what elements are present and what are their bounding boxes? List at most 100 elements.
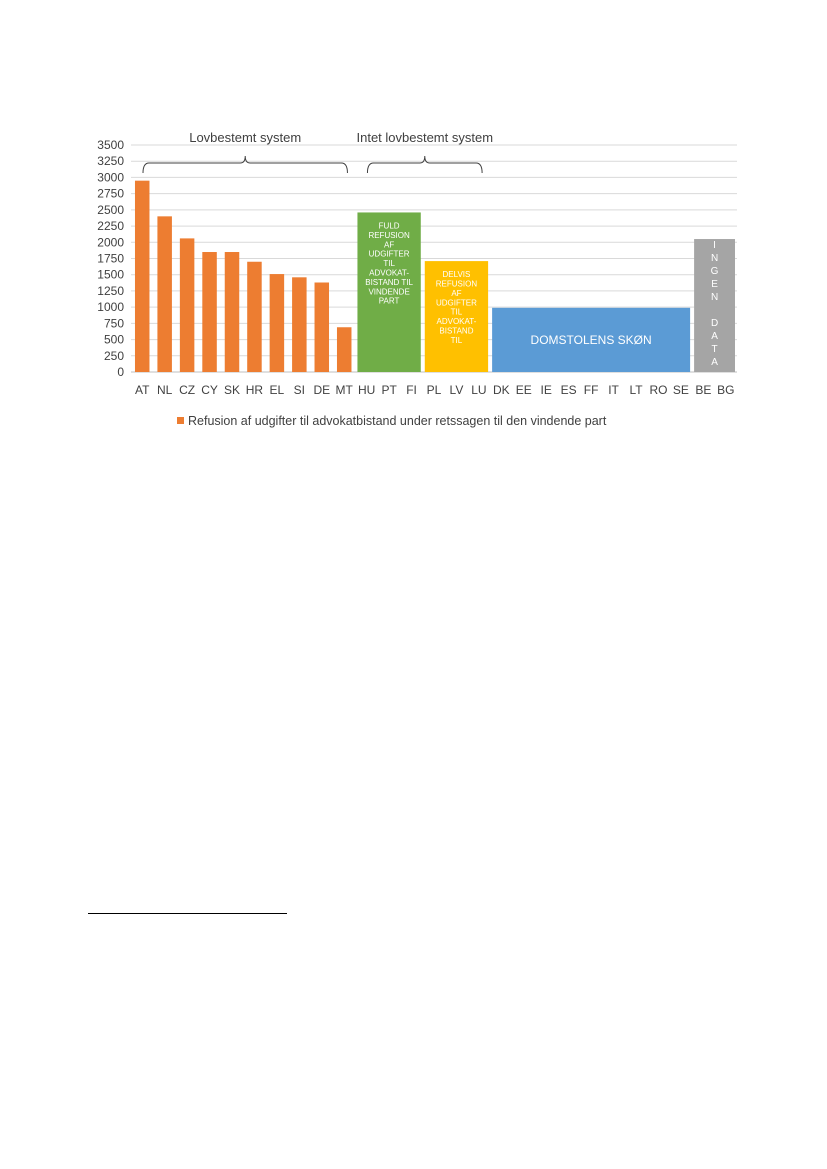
bar-hr: [247, 261, 262, 372]
x-tick-label: DE: [313, 383, 330, 397]
category-block-text: A: [711, 357, 718, 368]
y-tick-label: 250: [104, 349, 124, 363]
bar-nl: [157, 216, 172, 372]
y-tick-label: 3500: [97, 138, 124, 152]
category-block-text: UDGIFTER: [369, 250, 410, 259]
bar-el: [269, 274, 285, 372]
x-axis-ticks: AT NL CZ CY SK HR EL SI DE MT HU PT FI PL LV LU DK EE IE ES…: [135, 383, 734, 397]
bar-sk: [224, 252, 240, 372]
bar-si: [292, 277, 307, 372]
y-tick-label: 1500: [97, 268, 124, 282]
bars: [134, 180, 352, 372]
x-tick-label: ES: [561, 383, 577, 397]
bar-mt: [336, 327, 352, 372]
x-tick-label: BE: [695, 383, 711, 397]
category-block-text: ADVOKAT-: [437, 317, 477, 326]
category-block-text: FULD: [379, 221, 400, 230]
category-block-text: DOMSTOLENS SKØN: [531, 333, 652, 347]
y-axis-ticks: 3500325030002750250022502000175015001250…: [97, 138, 124, 379]
bar-de: [314, 282, 330, 372]
x-tick-label: LV: [450, 383, 464, 397]
legend-label: Refusion af udgifter til advokatbistand …: [188, 414, 607, 428]
category-block-text: UDGIFTER: [436, 298, 477, 307]
category-block: DOMSTOLENS SKØN: [492, 307, 691, 372]
category-block: DELVISREFUSIONAFUDGIFTERTILADVOKAT-BISTA…: [424, 261, 489, 372]
x-tick-label: DK: [493, 383, 510, 397]
x-tick-label: EL: [270, 383, 285, 397]
category-block-text: REFUSION: [368, 231, 410, 240]
x-tick-label: CZ: [179, 383, 195, 397]
x-tick-label: NL: [157, 383, 173, 397]
category-block-text: BISTAND: [439, 326, 473, 335]
y-tick-label: 750: [104, 316, 124, 330]
x-tick-label: CY: [201, 383, 218, 397]
x-tick-label: FF: [584, 383, 599, 397]
x-tick-label: EE: [516, 383, 532, 397]
x-tick-label: HR: [246, 383, 264, 397]
category-block-text: N: [711, 253, 718, 264]
category-block-text: G: [711, 266, 719, 277]
y-tick-label: 3000: [97, 170, 124, 184]
group-label: Intet lovbestemt system: [356, 130, 493, 145]
x-tick-label: HU: [358, 383, 375, 397]
category-block-text: AF: [384, 240, 394, 249]
bar-at: [134, 180, 150, 372]
x-tick-label: IE: [541, 383, 552, 397]
category-block-rect: [424, 261, 489, 372]
y-tick-label: 1750: [97, 252, 124, 266]
x-tick-label: PT: [381, 383, 397, 397]
group-label: Lovbestemt system: [189, 130, 301, 145]
x-tick-label: SE: [673, 383, 689, 397]
category-block-text: TIL: [383, 259, 395, 268]
x-tick-label: PL: [427, 383, 442, 397]
bar-cz: [179, 238, 195, 372]
x-tick-label: LT: [629, 383, 643, 397]
y-tick-label: 500: [104, 333, 124, 347]
group-braces: Lovbestemt system Intet lovbestemt system: [142, 130, 493, 174]
y-tick-label: 2250: [97, 219, 124, 233]
x-tick-label: IT: [608, 383, 619, 397]
y-tick-label: 1250: [97, 284, 124, 298]
legend-swatch: [177, 417, 184, 424]
group-brace: [142, 155, 348, 174]
category-block-text: BISTAND TIL: [365, 278, 413, 287]
category-block-text: TIL: [451, 308, 463, 317]
footnote-rule: [88, 913, 287, 914]
x-tick-label: RO: [649, 383, 667, 397]
category-block-text: D: [711, 318, 718, 329]
category-block-text: DELVIS: [443, 270, 471, 279]
y-tick-label: 2500: [97, 203, 124, 217]
x-tick-label: MT: [336, 383, 354, 397]
category-block-text: AF: [451, 289, 461, 298]
category-block-text: T: [712, 344, 718, 355]
category-block-text: PART: [379, 297, 400, 306]
x-tick-label: AT: [135, 383, 150, 397]
legend: Refusion af udgifter til advokatbistand …: [177, 414, 607, 428]
category-block-text: VINDENDE: [368, 287, 409, 296]
category-block-text: TIL: [451, 336, 463, 345]
category-block-rect: [357, 212, 421, 372]
bar-cy: [202, 252, 217, 372]
y-tick-label: 0: [117, 365, 124, 379]
x-tick-label: BG: [717, 383, 734, 397]
x-tick-label: SI: [294, 383, 305, 397]
category-blocks: FULDREFUSIONAFUDGIFTERTILADVOKAT-BISTAND…: [357, 212, 735, 372]
category-block-rect: [492, 307, 691, 372]
category-block-text: A: [711, 331, 718, 342]
category-block-text: REFUSION: [436, 279, 478, 288]
category-block-text: ADVOKAT-: [369, 268, 409, 277]
y-tick-label: 1000: [97, 300, 124, 314]
category-block: FULDREFUSIONAFUDGIFTERTILADVOKAT-BISTAND…: [357, 212, 421, 372]
category-block-rect: [694, 239, 735, 372]
category-block-text: N: [711, 292, 718, 303]
category-block-text: E: [711, 279, 718, 290]
x-tick-label: FI: [406, 383, 417, 397]
y-tick-label: 3250: [97, 154, 124, 168]
category-block-text: I: [713, 240, 716, 251]
x-tick-label: LU: [471, 383, 486, 397]
group-brace: [366, 155, 483, 174]
x-tick-label: SK: [224, 383, 240, 397]
y-tick-label: 2000: [97, 235, 124, 249]
